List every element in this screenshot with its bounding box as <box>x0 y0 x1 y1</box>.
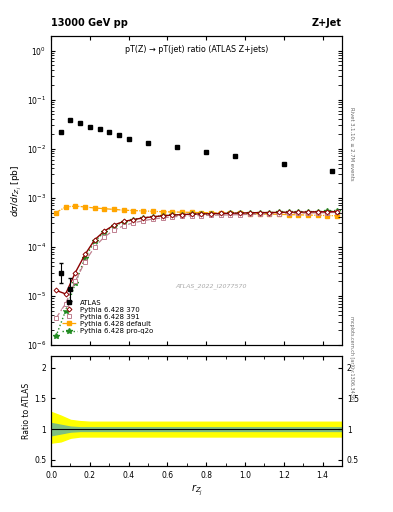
Y-axis label: $d\sigma/dr_{Z_j}$ [pb]: $d\sigma/dr_{Z_j}$ [pb] <box>9 164 24 217</box>
Y-axis label: Ratio to ATLAS: Ratio to ATLAS <box>22 382 31 439</box>
Text: ATLAS_2022_I2077570: ATLAS_2022_I2077570 <box>175 284 247 289</box>
Legend: ATLAS, Pythia 6.428 370, Pythia 6.428 391, Pythia 6.428 default, Pythia 6.428 pr: ATLAS, Pythia 6.428 370, Pythia 6.428 39… <box>61 298 154 335</box>
Text: mcplots.cern.ch [arXiv:1306.3436]: mcplots.cern.ch [arXiv:1306.3436] <box>349 316 354 401</box>
Text: Z+Jet: Z+Jet <box>312 18 342 28</box>
Text: Rivet 3.1.10; ≥ 2.7M events: Rivet 3.1.10; ≥ 2.7M events <box>349 106 354 180</box>
X-axis label: $r_{Z_j}$: $r_{Z_j}$ <box>191 482 202 498</box>
Text: pT(Z) → pT(jet) ratio (ATLAS Z+jets): pT(Z) → pT(jet) ratio (ATLAS Z+jets) <box>125 45 268 54</box>
Text: 13000 GeV pp: 13000 GeV pp <box>51 18 128 28</box>
